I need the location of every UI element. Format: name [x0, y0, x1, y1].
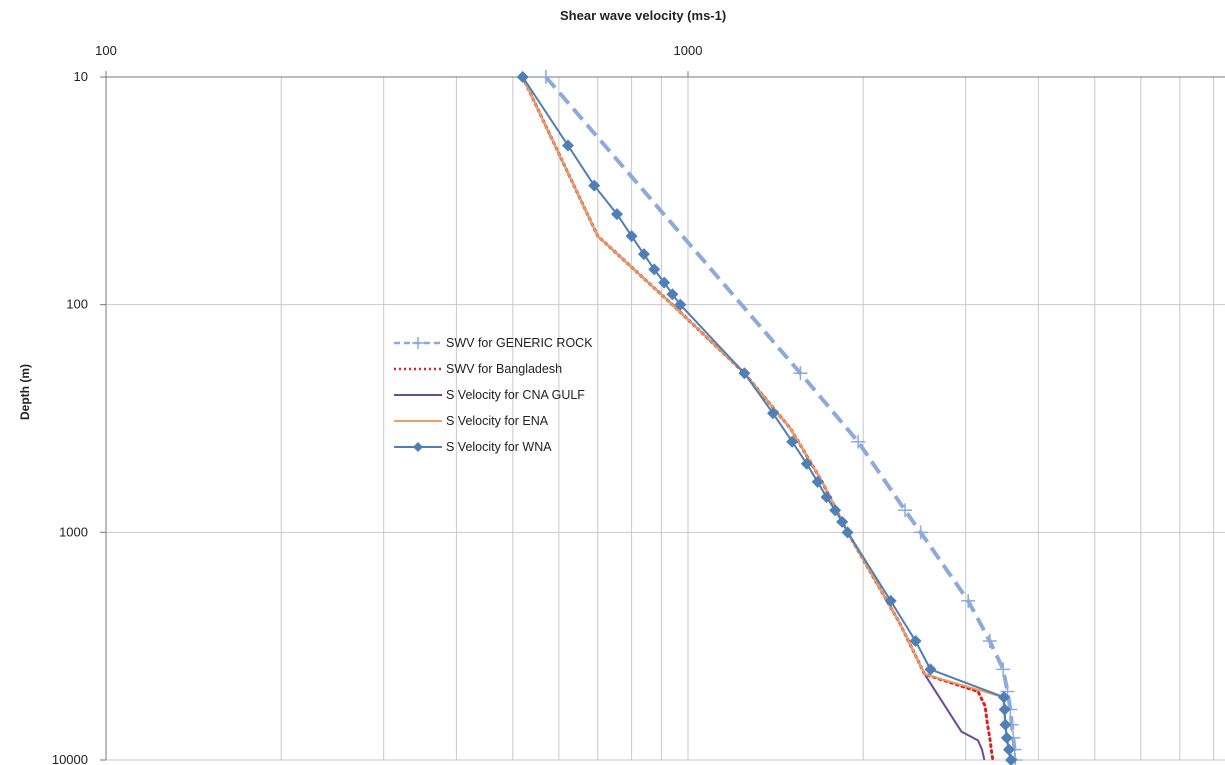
legend-item: SWV for Bangladesh [392, 356, 593, 382]
data-point [738, 367, 751, 380]
data-point [997, 691, 1010, 704]
data-point [800, 457, 813, 470]
data-point [811, 475, 824, 488]
series-line [521, 75, 995, 762]
legend-label: S Velocity for WNA [446, 440, 552, 454]
data-point [516, 71, 529, 83]
legend-label: S Velocity for ENA [446, 414, 549, 428]
data-point [836, 515, 849, 528]
data-point [1002, 743, 1015, 756]
data-point [793, 366, 808, 381]
data-point [884, 594, 897, 607]
legend-item: S Velocity for WNA [392, 434, 593, 460]
series-line [521, 76, 1013, 761]
y-tick-label: 10 [74, 69, 88, 84]
data-point [998, 703, 1011, 716]
data-point [658, 276, 671, 289]
data-point [610, 208, 623, 221]
data-point [674, 298, 687, 311]
legend-item: S Velocity for CNA GULF [392, 382, 593, 408]
data-point [786, 435, 799, 448]
data-point [588, 179, 601, 192]
data-point [1000, 731, 1013, 744]
y-tick-label: 10000 [52, 752, 88, 765]
legend-swatch [394, 442, 442, 452]
data-point [841, 526, 854, 539]
legend-item: SWV for GENERIC ROCK [392, 330, 593, 356]
data-point [982, 633, 997, 648]
data-point [851, 434, 866, 449]
data-point [637, 248, 650, 261]
series-1 [521, 75, 995, 762]
x-tick-label: 100 [95, 43, 117, 58]
x-tick-label: 1000 [674, 43, 703, 58]
legend-label: S Velocity for CNA GULF [446, 388, 585, 402]
series-line [521, 76, 1012, 761]
data-point [767, 407, 780, 420]
data-point [909, 634, 922, 647]
data-point [898, 503, 913, 518]
chart-legend: SWV for GENERIC ROCK SWV for Bangladesh S … [392, 330, 593, 460]
legend-swatch [394, 394, 442, 396]
data-point [538, 70, 553, 84]
y-tick-label: 1000 [59, 524, 88, 539]
data-point [561, 139, 574, 152]
series-3 [521, 76, 1012, 761]
data-point [1005, 754, 1018, 765]
chart-title: Shear wave velocity (ms-1) [560, 8, 727, 23]
series-4 [516, 71, 1018, 765]
data-point [820, 491, 833, 504]
legend-label: SWV for GENERIC ROCK [446, 336, 593, 350]
data-point [625, 230, 638, 243]
data-point [829, 504, 842, 517]
legend-swatch [394, 367, 442, 371]
legend-swatch [394, 337, 442, 349]
data-point [999, 718, 1012, 731]
data-point [961, 593, 976, 608]
y-tick-label: 100 [66, 297, 88, 312]
data-point [924, 663, 937, 676]
data-point [666, 288, 679, 301]
data-point [913, 525, 928, 540]
legend-swatch [394, 420, 442, 422]
legend-item: S Velocity for ENA [392, 408, 593, 434]
data-point [996, 662, 1011, 677]
legend-label: SWV for Bangladesh [446, 362, 563, 376]
data-point [648, 263, 661, 276]
series-line [544, 75, 1018, 761]
